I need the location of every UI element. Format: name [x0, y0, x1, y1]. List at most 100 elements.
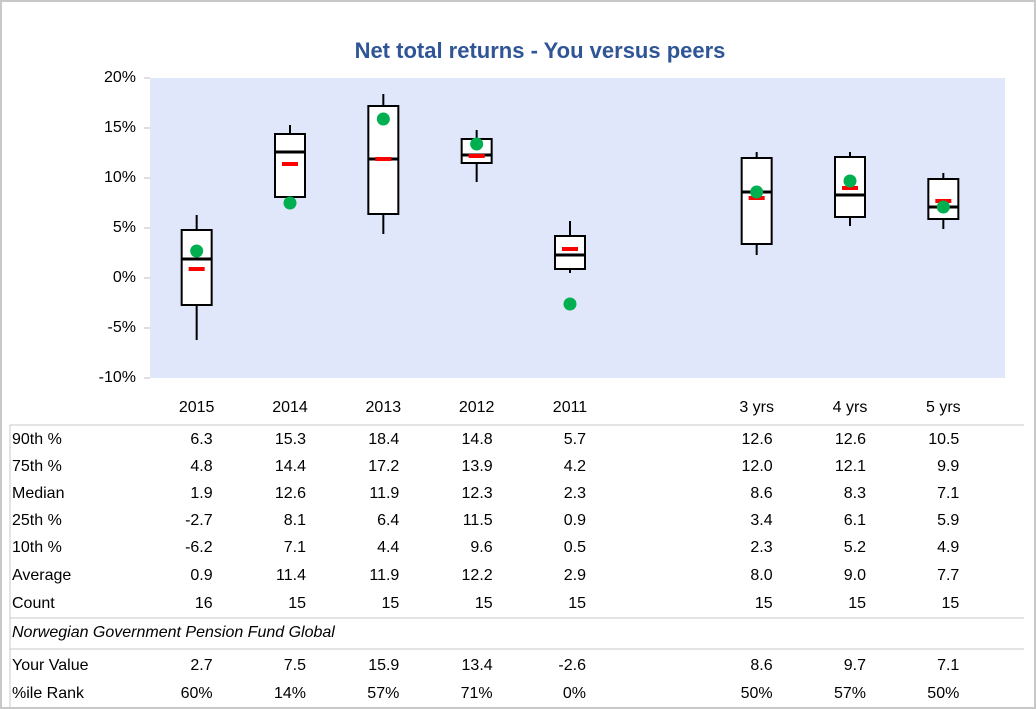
chart-title: Net total returns - You versus peers — [355, 38, 726, 63]
table-cell: 5.7 — [564, 431, 586, 448]
average — [188, 267, 205, 271]
x-tick-label: 2012 — [459, 399, 495, 416]
table-cell: 2.3 — [750, 539, 772, 556]
table-cell: 6.1 — [844, 512, 866, 529]
y-tick-label: 15% — [104, 119, 136, 136]
table-cell: 0.5 — [564, 539, 586, 556]
table-cell: 50% — [741, 685, 773, 702]
row-label: 10th % — [12, 539, 62, 556]
x-tick-label: 3 yrs — [739, 399, 774, 416]
table-cell: 12.2 — [462, 567, 493, 584]
table-cell: 7.7 — [937, 567, 959, 584]
table-cell: 12.6 — [742, 431, 773, 448]
table-cell: 2.7 — [190, 657, 212, 674]
table-cell: 12.6 — [835, 431, 866, 448]
table-cell: 10.5 — [928, 431, 959, 448]
table-cell: 60% — [181, 685, 213, 702]
row-label: Average — [12, 567, 71, 584]
table-cell: 5.9 — [937, 512, 959, 529]
x-tick-label: 2014 — [272, 399, 308, 416]
your-value — [563, 297, 577, 311]
y-tick-label: 0% — [113, 269, 136, 286]
table-cell: 16 — [195, 595, 213, 612]
table-cell: 0.9 — [190, 567, 212, 584]
table-cell: 15 — [848, 595, 866, 612]
table-cell: 9.7 — [844, 657, 866, 674]
table-cell: 15 — [382, 595, 400, 612]
table-cell: 15 — [942, 595, 960, 612]
your-value — [843, 174, 857, 188]
table-cell: 2.3 — [564, 485, 586, 502]
table-cell: 6.4 — [377, 512, 399, 529]
row-label: %ile Rank — [12, 685, 85, 702]
table-cell: 12.1 — [835, 458, 866, 475]
table-cell: 7.5 — [284, 657, 306, 674]
y-tick-label: -10% — [99, 369, 136, 386]
y-tick-label: 5% — [113, 219, 136, 236]
table-cell: 8.1 — [284, 512, 306, 529]
x-tick-label: 2015 — [179, 399, 215, 416]
y-tick-label: -5% — [108, 319, 136, 336]
table-cell: 15.3 — [275, 431, 306, 448]
x-tick-label: 5 yrs — [926, 399, 961, 416]
your-value — [750, 185, 764, 199]
table-cell: 8.6 — [750, 657, 772, 674]
table-cell: 11.5 — [463, 512, 493, 529]
table-cell: 15 — [755, 595, 773, 612]
table-cell: 13.4 — [462, 657, 493, 674]
table-cell: 9.6 — [470, 539, 492, 556]
your-value — [376, 112, 390, 126]
table-cell: 8.6 — [750, 485, 772, 502]
table-cell: 57% — [367, 685, 399, 702]
box — [554, 235, 586, 270]
table-note: Norwegian Government Pension Fund Global — [12, 624, 335, 641]
row-label: 25th % — [12, 512, 62, 529]
table-cell: -2.7 — [185, 512, 213, 529]
table-cell: 4.4 — [377, 539, 399, 556]
box — [740, 157, 773, 245]
table-cell: 14.8 — [462, 431, 493, 448]
table-cell: 4.8 — [190, 458, 212, 475]
y-tick-label: 10% — [104, 169, 136, 186]
your-value — [936, 200, 950, 214]
table-cell: 13.9 — [462, 458, 493, 475]
table-cell: 15.9 — [368, 657, 399, 674]
table-cell: 18.4 — [368, 431, 399, 448]
table-cell: 11.4 — [276, 567, 306, 584]
table-cell: -2.6 — [558, 657, 586, 674]
table-cell: 3.4 — [750, 512, 772, 529]
table-cell: 4.2 — [564, 458, 586, 475]
plot-area — [150, 78, 1005, 378]
table-cell: 0% — [563, 685, 586, 702]
table-cell: 9.0 — [844, 567, 866, 584]
x-tick-label: 2011 — [553, 399, 588, 416]
table-cell: 8.0 — [750, 567, 772, 584]
table-cell: -6.2 — [185, 539, 213, 556]
table-cell: 2.9 — [564, 567, 586, 584]
table-cell: 6.3 — [190, 431, 212, 448]
row-label: 90th % — [12, 431, 62, 448]
table-cell: 17.2 — [368, 458, 399, 475]
table-cell: 11.9 — [369, 567, 399, 584]
average — [468, 154, 485, 158]
row-label: Median — [12, 485, 64, 502]
table-cell: 4.9 — [937, 539, 959, 556]
average — [562, 247, 578, 251]
your-value — [283, 196, 297, 210]
table-cell: 9.9 — [937, 458, 959, 475]
table-cell: 12.0 — [742, 458, 773, 475]
table-cell: 11.9 — [369, 485, 399, 502]
table-cell: 7.1 — [284, 539, 306, 556]
table-cell: 71% — [461, 685, 493, 702]
average — [282, 162, 298, 166]
table-cell: 1.9 — [190, 485, 212, 502]
table-cell: 50% — [927, 685, 959, 702]
table-cell: 7.1 — [937, 657, 959, 674]
table-cell: 0.9 — [564, 512, 586, 529]
row-label: Your Value — [12, 657, 89, 674]
table-cell: 14.4 — [275, 458, 306, 475]
x-tick-label: 4 yrs — [833, 399, 868, 416]
y-tick-label: 20% — [104, 69, 136, 86]
your-value — [470, 137, 484, 151]
table-cell: 14% — [274, 685, 306, 702]
